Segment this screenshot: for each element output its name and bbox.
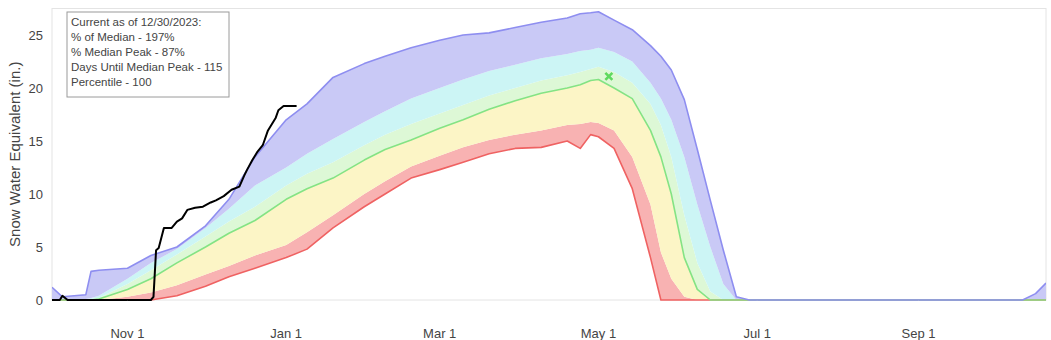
y-tick-label: 20 [29, 81, 43, 96]
annotation-text: % of Median - 197% [71, 31, 175, 43]
x-tick-label: Sep 1 [902, 326, 936, 340]
x-tick [286, 300, 287, 304]
y-tick [48, 247, 52, 248]
x-tick-label: Mar 1 [423, 326, 456, 340]
y-tick [48, 300, 52, 301]
peak-marker [605, 73, 612, 80]
annotation-text: Percentile - 100 [71, 76, 152, 88]
y-tick-label: 15 [29, 134, 43, 149]
y-tick-label: 25 [29, 28, 43, 43]
x-tick-label: Nov 1 [110, 326, 144, 340]
plot-area [52, 12, 1046, 300]
y-axis-title: Snow Water Equivalent (in.) [6, 62, 23, 247]
x-tick-label: Jul 1 [743, 326, 770, 340]
envelope-line [52, 12, 1046, 300]
chart: 0 5 10 15 20 25 Nov 1 Jan 1 Mar 1 May 1 Jul 1 Sep 1… [0, 0, 1051, 340]
annotation-text: Days Until Median Peak - 115 [71, 61, 222, 73]
annotation-text: % Median Peak - 87% [71, 46, 185, 58]
band-area [52, 67, 1046, 300]
y-tick-label: 0 [36, 293, 43, 308]
y-tick [48, 194, 52, 195]
y-tick-label: 10 [29, 187, 43, 202]
annotation-box: Current as of 12/30/2023: % of Median - 1… [67, 12, 229, 97]
y-tick [48, 141, 52, 142]
y-tick-label: 5 [36, 240, 43, 255]
x-tick [757, 300, 758, 304]
band-area [52, 80, 1046, 300]
annotation-text: Current as of 12/30/2023: [71, 16, 201, 28]
x-tick [127, 300, 128, 304]
x-tick [439, 300, 440, 304]
x-tick [598, 300, 599, 304]
plot-frame [52, 9, 1046, 301]
x-tick [918, 300, 919, 304]
envelope-line [52, 80, 1046, 300]
x-tick-label: Jan 1 [270, 326, 302, 340]
y-tick [48, 35, 52, 36]
annotation-frame [67, 12, 229, 97]
y-tick [48, 88, 52, 89]
x-tick-label: May 1 [581, 326, 616, 340]
envelope-line [52, 135, 1046, 300]
band-area [52, 12, 1046, 300]
current-line [52, 106, 297, 300]
